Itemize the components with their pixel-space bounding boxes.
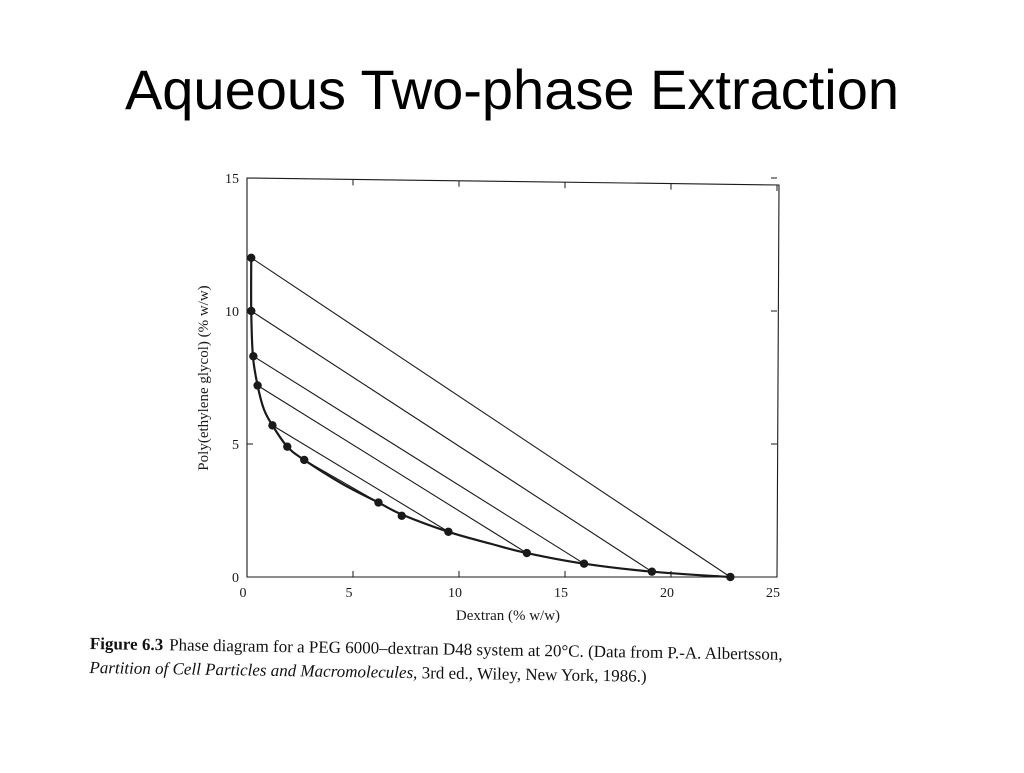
axis-ticks [246, 177, 778, 578]
tie-lines [250, 257, 731, 578]
y-axis-label: Poly(ethylene glycol) (% w/w) [196, 285, 212, 470]
tie-line [257, 385, 528, 554]
data-point [579, 559, 589, 568]
x-tick-label: 10 [448, 586, 462, 601]
tie-line [272, 424, 449, 533]
caption-text-2: 3rd ed., Wiley, New York, 1986.) [417, 663, 647, 686]
y-tick-label: 0 [232, 571, 239, 586]
data-points [247, 253, 735, 582]
data-point [397, 511, 406, 521]
data-point [268, 421, 277, 430]
y-tick-label: 10 [225, 305, 239, 320]
caption-book-title: Partition of Cell Particles and Macromol… [89, 657, 418, 683]
data-point [283, 442, 292, 451]
binodal-curve [250, 257, 731, 579]
data-point [374, 498, 383, 507]
tick-labels: 0 5 10 15 20 25 0 5 10 15 [225, 172, 780, 601]
slide-title: Aqueous Two-phase Extraction [124, 58, 900, 121]
x-tick-label: 20 [660, 586, 674, 601]
x-tick-label: 0 [240, 586, 247, 601]
binodal-curve-group [250, 257, 731, 579]
data-point [247, 306, 256, 316]
figure-label: Figure 6.3 [89, 633, 164, 655]
x-tick-label: 5 [346, 586, 353, 601]
x-axis-label: Dextran (% w/w) [456, 608, 560, 624]
data-point [522, 548, 532, 558]
data-point [247, 253, 256, 262]
data-point [647, 567, 657, 576]
data-point [249, 352, 258, 361]
data-point [300, 455, 309, 465]
tie-line [250, 310, 653, 573]
tie-line [253, 355, 585, 565]
x-tick-label: 25 [766, 586, 780, 601]
tie-line [250, 257, 731, 578]
plot-border [246, 177, 780, 578]
data-point [444, 527, 453, 536]
y-tick-label: 5 [232, 438, 239, 453]
data-point [726, 572, 735, 582]
x-tick-label: 15 [554, 586, 568, 601]
y-tick-label: 15 [225, 172, 239, 187]
plot-frame [246, 177, 780, 578]
data-point [253, 381, 262, 390]
